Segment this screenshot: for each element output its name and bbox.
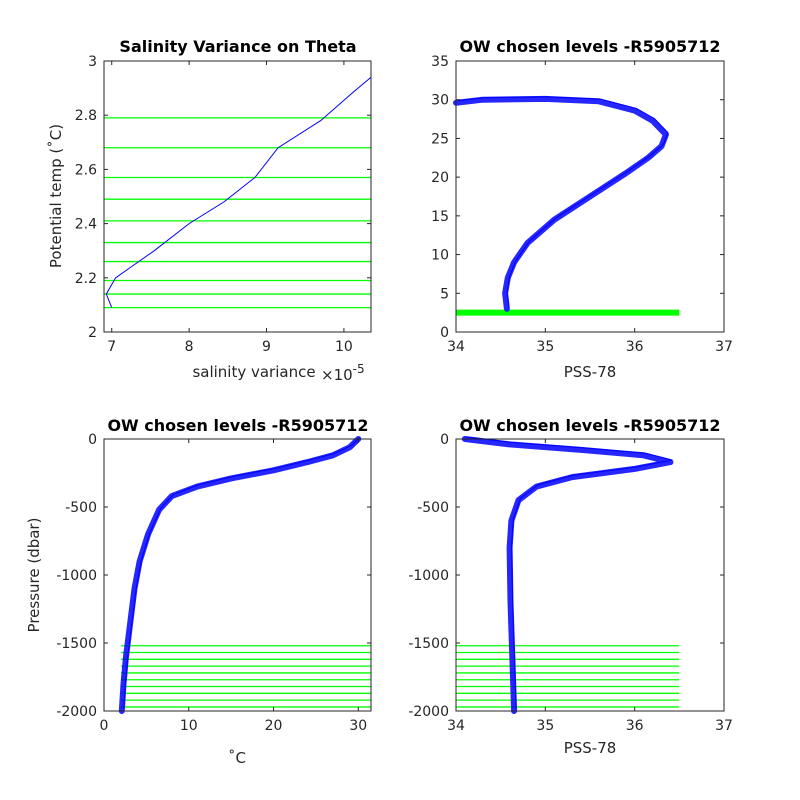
y-tick-label: 2.4	[75, 217, 97, 233]
panel-temperature-profile: OW chosen levels -R5905712 0 10 20 30 -2000 -…	[25, 416, 372, 767]
y-tick-label: 2.8	[75, 108, 97, 124]
panel-1-plot-area	[104, 76, 372, 309]
y-tick-label: -1500	[56, 636, 97, 652]
y-tick-label: 20	[431, 170, 449, 186]
profile-band-edge	[123, 436, 361, 710]
panel-1-title: Salinity Variance on Theta	[119, 37, 356, 56]
y-tick-label: 5	[440, 286, 449, 302]
x-tick-label: 36	[626, 718, 644, 734]
x-tick-label: 35	[536, 718, 554, 734]
y-tick-label: -500	[417, 500, 449, 516]
x-tick-label: 30	[349, 718, 367, 734]
panel-3-plot-area	[118, 436, 371, 714]
y-tick-label: -1500	[408, 636, 449, 652]
y-tick-label: 25	[431, 131, 449, 147]
profile-band	[461, 436, 674, 714]
panel-4-ticks: 34 35 36 37 -2000 -1500 -1000 -500 0	[408, 432, 733, 734]
y-tick-label: 2	[88, 325, 97, 341]
x-tick-label: 37	[715, 339, 733, 355]
panel-2-ticks: 34 35 36 37 0 5 10 15 20 25 30 35	[431, 54, 733, 355]
x-tick-label: 20	[265, 718, 283, 734]
profile-band	[453, 95, 669, 312]
y-tick-label: -500	[65, 500, 97, 516]
panel-1-frame	[103, 60, 372, 333]
y-tick-label: 2.6	[75, 162, 97, 178]
y-tick-label: -2000	[56, 704, 97, 720]
panel-3-title: OW chosen levels -R5905712	[107, 416, 368, 435]
x-tick-label: 9	[262, 339, 271, 355]
x-tick-label: 35	[536, 339, 554, 355]
panel-1-x-exponent: ×10-5	[321, 362, 365, 384]
panel-1-xlabel: salinity variance	[192, 363, 315, 381]
panel-ts-diagram: OW chosen levels -R5905712 34 35 36 37 0 5 10 1…	[431, 37, 733, 381]
y-tick-label: 30	[431, 93, 449, 109]
panel-1-ticks: 7 8 9 10 2 2.2 2.4 2.6 2.8 3	[75, 54, 371, 355]
y-tick-label: 0	[440, 432, 449, 448]
profile-line	[105, 76, 372, 308]
y-tick-label: 0	[88, 432, 97, 448]
profile-band-edge	[457, 96, 669, 307]
panel-2-frame	[455, 60, 725, 333]
y-tick-label: 0	[440, 325, 449, 341]
panel-3-xlabel: ˚C	[228, 749, 246, 767]
profile-band-edge	[466, 436, 673, 710]
panel-1-ylabel: Potential temp (˚C)	[47, 124, 65, 268]
panel-salinity-profile: OW chosen levels -R5905712 34 35 36 37 -2000…	[408, 416, 733, 757]
x-tick-label: 34	[447, 339, 465, 355]
x-tick-label: 0	[100, 718, 109, 734]
x-tick-label: 10	[180, 718, 198, 734]
x-tick-label: 10	[335, 339, 353, 355]
panel-4-title: OW chosen levels -R5905712	[459, 416, 720, 435]
y-tick-label: -2000	[408, 704, 449, 720]
x-tick-label: 8	[185, 339, 194, 355]
x-tick-label: 34	[447, 718, 465, 734]
y-tick-label: 2.2	[75, 271, 97, 287]
y-tick-label: 15	[431, 209, 449, 225]
panel-2-title: OW chosen levels -R5905712	[459, 37, 720, 56]
panel-2-xlabel: PSS-78	[564, 363, 617, 381]
panel-4-frame	[455, 438, 725, 712]
x-tick-label: 37	[715, 718, 733, 734]
y-tick-label: 35	[431, 54, 449, 70]
y-tick-label: 3	[88, 54, 97, 70]
panel-salinity-variance: Salinity Variance on Theta 7 8 9 10 2 2.2 2.4 2…	[47, 37, 372, 384]
y-tick-label: 10	[431, 248, 449, 264]
panel-4-plot-area	[456, 436, 680, 714]
x-tick-label: 36	[626, 339, 644, 355]
y-tick-label: -1000	[56, 568, 97, 584]
x-tick-label: 7	[107, 339, 116, 355]
panel-2-plot-area	[453, 95, 680, 316]
panel-3-ylabel: Pressure (dbar)	[25, 518, 43, 633]
panel-3-ticks: 0 10 20 30 -2000 -1500 -1000 -500 0	[56, 432, 371, 734]
profile-band	[118, 436, 362, 714]
panel-4-xlabel: PSS-78	[564, 739, 617, 757]
y-tick-label: -1000	[408, 568, 449, 584]
